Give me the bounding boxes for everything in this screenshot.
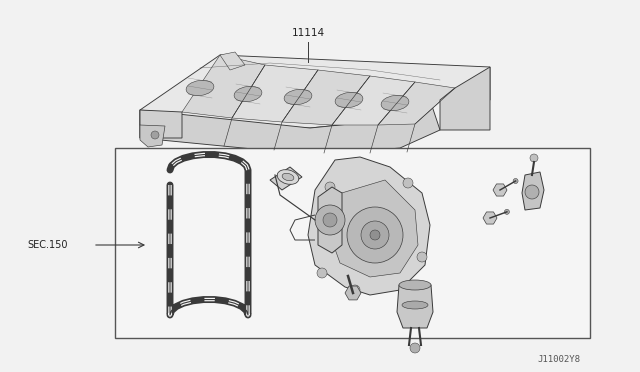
Polygon shape bbox=[345, 286, 361, 300]
Text: 11114: 11114 bbox=[291, 28, 324, 38]
Polygon shape bbox=[522, 172, 544, 210]
Polygon shape bbox=[220, 52, 245, 70]
Ellipse shape bbox=[277, 170, 299, 185]
Ellipse shape bbox=[399, 280, 431, 290]
Polygon shape bbox=[330, 180, 418, 277]
Circle shape bbox=[151, 131, 159, 139]
Circle shape bbox=[361, 221, 389, 249]
Bar bbox=[115, 148, 590, 338]
Polygon shape bbox=[270, 167, 302, 190]
Ellipse shape bbox=[284, 89, 312, 105]
Circle shape bbox=[323, 213, 337, 227]
Ellipse shape bbox=[234, 86, 262, 102]
Polygon shape bbox=[483, 212, 497, 224]
Polygon shape bbox=[232, 65, 318, 122]
Circle shape bbox=[417, 252, 427, 262]
Ellipse shape bbox=[381, 95, 409, 111]
Ellipse shape bbox=[402, 301, 428, 309]
Polygon shape bbox=[493, 184, 507, 196]
Polygon shape bbox=[182, 55, 265, 118]
Polygon shape bbox=[140, 125, 165, 147]
Polygon shape bbox=[378, 82, 455, 125]
Circle shape bbox=[504, 209, 509, 214]
Circle shape bbox=[410, 343, 420, 353]
Circle shape bbox=[530, 154, 538, 162]
Circle shape bbox=[370, 230, 380, 240]
Circle shape bbox=[525, 185, 539, 199]
Text: J11002Y8: J11002Y8 bbox=[537, 355, 580, 364]
Polygon shape bbox=[397, 285, 433, 328]
Polygon shape bbox=[140, 110, 182, 138]
Polygon shape bbox=[140, 55, 490, 128]
Circle shape bbox=[317, 268, 327, 278]
Circle shape bbox=[315, 205, 345, 235]
Circle shape bbox=[325, 182, 335, 192]
Circle shape bbox=[513, 179, 518, 183]
Polygon shape bbox=[332, 76, 415, 125]
Ellipse shape bbox=[186, 80, 214, 96]
Circle shape bbox=[403, 178, 413, 188]
Circle shape bbox=[347, 207, 403, 263]
Ellipse shape bbox=[335, 92, 363, 108]
Polygon shape bbox=[140, 100, 440, 155]
Ellipse shape bbox=[282, 173, 294, 181]
Text: SEC.150: SEC.150 bbox=[28, 240, 68, 250]
Circle shape bbox=[350, 285, 360, 295]
Polygon shape bbox=[440, 67, 490, 130]
Polygon shape bbox=[318, 187, 342, 253]
Polygon shape bbox=[282, 70, 370, 125]
Polygon shape bbox=[308, 157, 430, 295]
